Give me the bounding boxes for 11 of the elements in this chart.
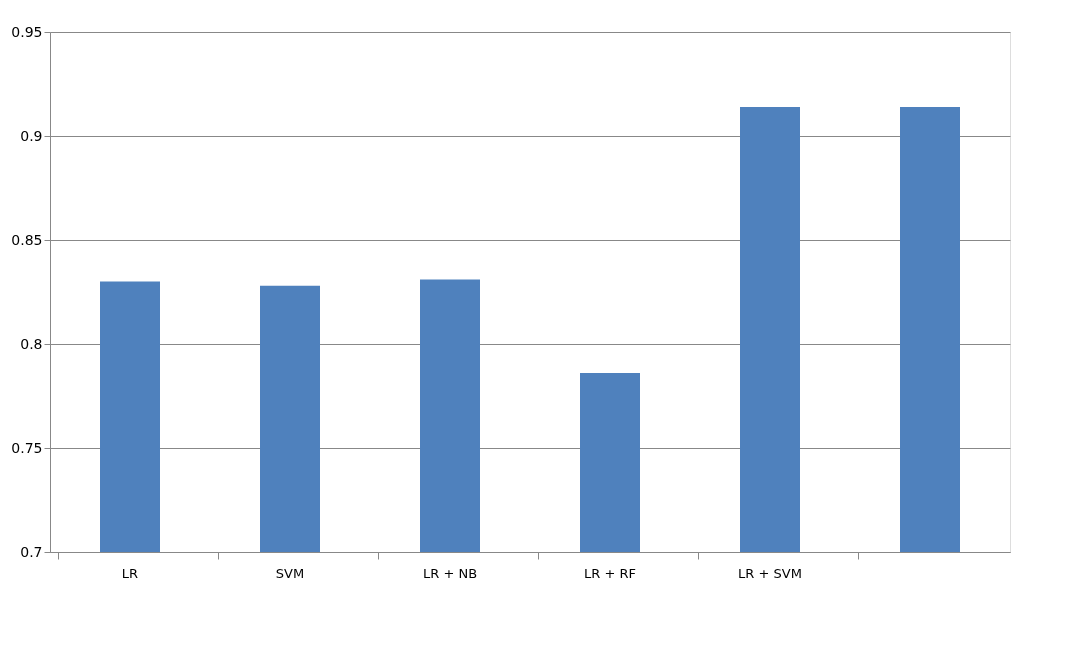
x-tick-label: LR: [121, 565, 139, 581]
x-tick-label: LR + NB: [422, 565, 478, 581]
x-tick-label: SVM: [275, 565, 305, 581]
x-tick-label: LR + SVM: [738, 565, 802, 581]
y-tick-label: 0.75: [11, 439, 43, 456]
y-tick-label: 0.85: [11, 231, 43, 248]
y-tick-label: 0.8: [20, 335, 43, 352]
y-tick-label: 0.9: [20, 127, 43, 144]
y-tick-label: 0.95: [11, 23, 43, 40]
x-tick-label: LR + RF: [584, 565, 636, 581]
y-tick-label: 0.7: [20, 543, 43, 560]
